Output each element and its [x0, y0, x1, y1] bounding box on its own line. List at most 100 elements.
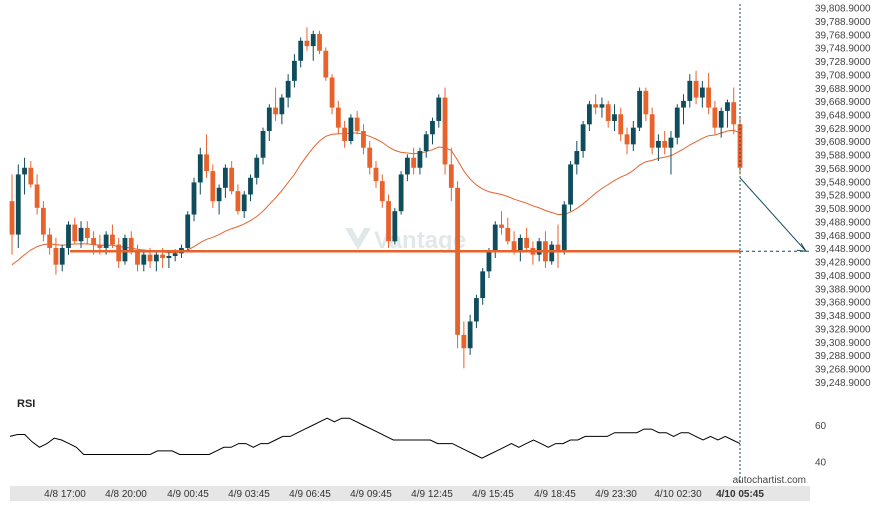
candle: [285, 74, 291, 108]
candle-body: [417, 151, 423, 168]
candle-body: [273, 107, 278, 115]
y-tick-label: 39,428.9000: [815, 258, 871, 269]
y-tick-label: 39,508.9000: [815, 204, 871, 215]
y-tick-label: 39,288.9000: [815, 351, 871, 362]
candle-body: [153, 254, 159, 262]
candle: [411, 147, 417, 175]
candle: [135, 244, 140, 272]
candle-body: [40, 207, 46, 235]
candle-body: [97, 244, 103, 248]
candle-body: [455, 187, 460, 335]
candle: [524, 227, 530, 252]
candle: [241, 191, 247, 218]
candle: [273, 87, 278, 121]
candle: [22, 157, 27, 195]
candle-body: [649, 114, 655, 148]
candle: [499, 211, 504, 235]
candle-body: [668, 137, 674, 148]
candle: [28, 161, 34, 188]
candle: [536, 237, 542, 262]
candle: [335, 100, 341, 135]
candle-body: [379, 181, 385, 202]
y-tick-label: 39,268.9000: [815, 364, 871, 375]
candle-body: [335, 107, 341, 128]
candle: [34, 174, 40, 215]
candles-layer: [9, 27, 743, 369]
candle-body: [662, 141, 668, 148]
y-tick-label: 39,648.9000: [815, 111, 871, 122]
candle: [662, 130, 668, 155]
candle: [235, 184, 241, 215]
candle: [222, 164, 228, 198]
candle-body: [185, 214, 191, 248]
price-axis: 39,808.9000 39,788.9000 39,768.9000 39,748.…: [815, 4, 871, 389]
candle: [624, 127, 630, 155]
candle-body: [210, 171, 216, 202]
y-tick-label: 39,628.9000: [815, 124, 871, 135]
y-tick-label: 39,408.9000: [815, 271, 871, 282]
y-tick-label: 39,328.9000: [815, 324, 871, 335]
candle: [618, 107, 624, 142]
candle-body: [605, 104, 611, 121]
candle: [304, 27, 310, 51]
candle-body: [323, 50, 329, 78]
x-tick-label: 4/9 23:30: [595, 489, 637, 500]
candle-body: [317, 34, 322, 51]
candle-body: [66, 224, 71, 248]
rsi-panel: RSI 60 40: [9, 398, 827, 468]
rsi-tick-label: 40: [815, 457, 827, 468]
candle: [72, 217, 78, 245]
candle-body: [461, 334, 467, 349]
candle-body: [624, 134, 630, 145]
y-tick-label: 39,788.9000: [815, 17, 871, 28]
candle: [59, 244, 65, 272]
x-tick-label: 4/8 17:00: [44, 489, 86, 500]
candle: [342, 120, 348, 148]
candle-body: [536, 241, 542, 255]
candle-body: [22, 167, 27, 175]
candle-body: [467, 321, 473, 349]
x-tick-label: 4/10 02:30: [654, 489, 702, 500]
candle-body: [580, 124, 586, 152]
candle: [699, 80, 705, 108]
candle-body: [248, 177, 253, 195]
candle-body: [687, 80, 693, 101]
candle: [40, 201, 46, 242]
candle-body: [47, 234, 53, 248]
candle-body: [637, 90, 642, 128]
candle: [310, 30, 316, 61]
candle-body: [15, 174, 21, 235]
candle-body: [373, 167, 379, 182]
candle-body: [241, 194, 247, 212]
candle: [15, 164, 21, 248]
candle: [630, 120, 636, 152]
candle-body: [656, 141, 661, 148]
candle: [612, 104, 617, 131]
candle-body: [197, 154, 203, 183]
candle: [266, 104, 272, 142]
candle-body: [172, 253, 178, 256]
candle-body: [737, 124, 743, 168]
candle-body: [423, 134, 429, 152]
candle: [323, 47, 329, 81]
candle-body: [141, 254, 147, 265]
candle: [66, 221, 71, 255]
candle: [474, 294, 479, 329]
candle: [197, 147, 203, 195]
candle-body: [348, 117, 354, 142]
candle-body: [474, 298, 479, 322]
candle: [386, 194, 391, 248]
candle-body: [191, 182, 197, 215]
candle: [681, 94, 686, 125]
time-axis-bar: [10, 486, 810, 501]
candle: [329, 74, 335, 115]
candle-body: [304, 40, 310, 47]
x-tick-label: 4/9 18:45: [534, 489, 576, 500]
candle: [674, 104, 680, 145]
candle-body: [586, 104, 592, 125]
y-tick-label: 39,388.9000: [815, 284, 871, 295]
candle: [292, 54, 297, 88]
y-tick-label: 39,548.9000: [815, 177, 871, 188]
candle: [593, 94, 599, 115]
